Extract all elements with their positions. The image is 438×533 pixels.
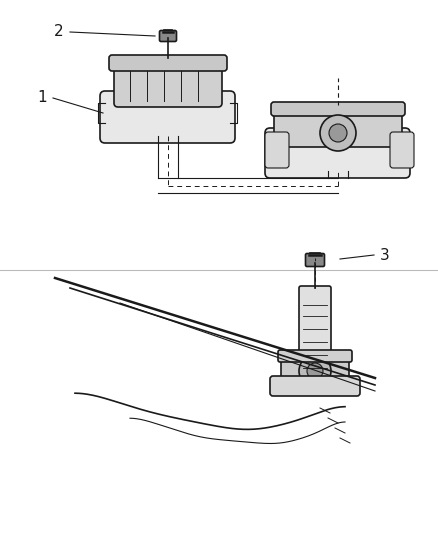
FancyBboxPatch shape [274, 107, 402, 147]
Text: 2: 2 [54, 25, 64, 39]
FancyBboxPatch shape [265, 128, 410, 178]
FancyBboxPatch shape [390, 132, 414, 168]
FancyBboxPatch shape [100, 91, 235, 143]
Text: 1: 1 [37, 91, 47, 106]
FancyBboxPatch shape [278, 350, 352, 362]
FancyBboxPatch shape [265, 132, 289, 168]
FancyBboxPatch shape [109, 55, 227, 71]
FancyBboxPatch shape [271, 102, 405, 116]
FancyBboxPatch shape [159, 30, 177, 42]
Circle shape [299, 355, 331, 387]
Circle shape [320, 115, 356, 151]
Circle shape [307, 363, 323, 379]
FancyBboxPatch shape [114, 61, 222, 107]
Text: 3: 3 [380, 247, 390, 262]
FancyBboxPatch shape [299, 286, 331, 380]
FancyBboxPatch shape [281, 353, 349, 389]
FancyBboxPatch shape [270, 376, 360, 396]
FancyBboxPatch shape [305, 254, 325, 266]
Circle shape [329, 124, 347, 142]
